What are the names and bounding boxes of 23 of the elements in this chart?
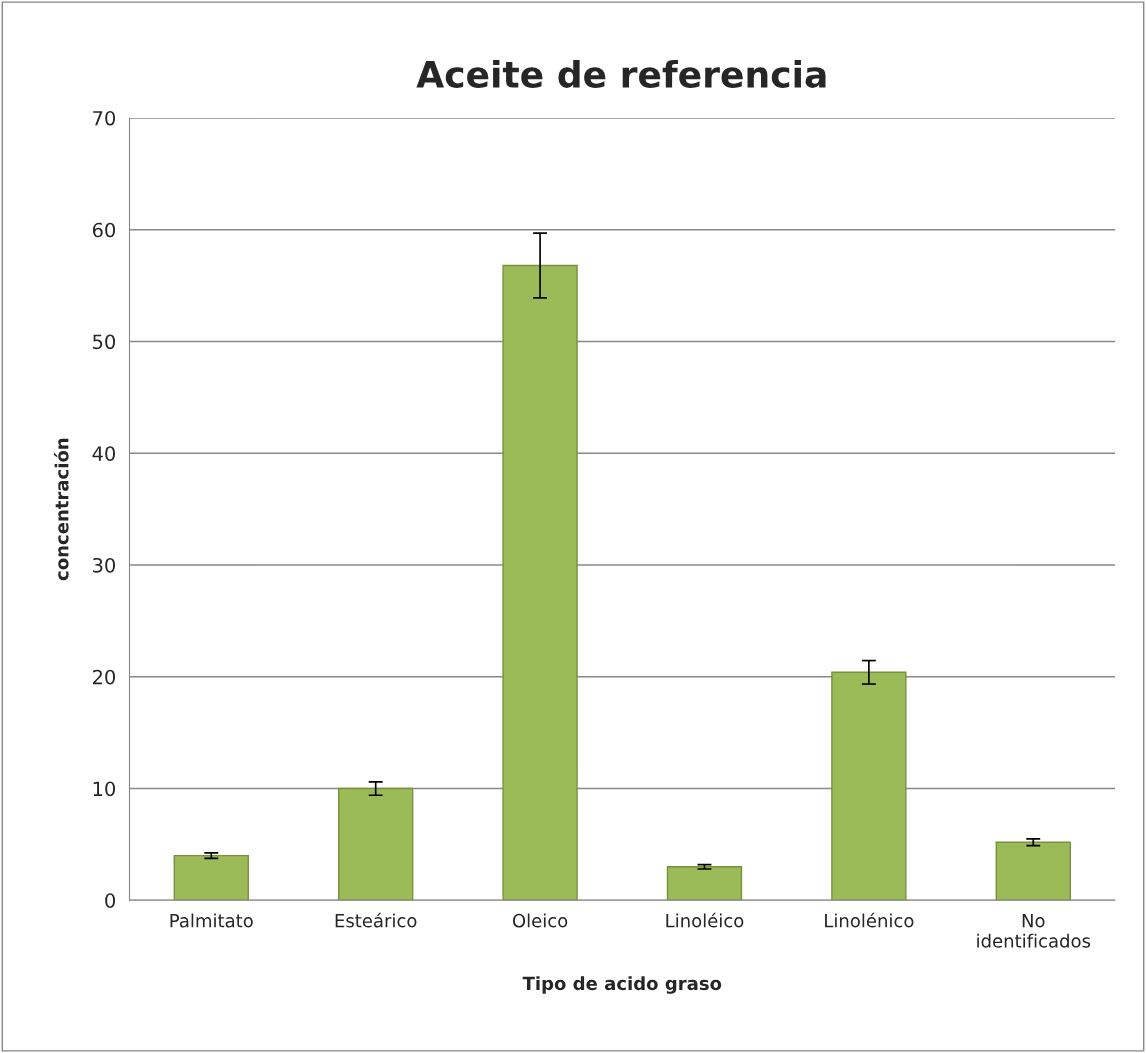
y-tick-label: 0 [105,893,116,908]
bar [831,671,907,901]
bar [502,264,578,901]
y-tick-label: 70 [93,110,116,126]
y-tick-label: 30 [93,557,116,573]
bar [995,841,1071,901]
x-tick-label: Oleico [512,913,568,928]
y-tick-label: 60 [92,222,116,238]
x-axis-title: Tipo de acido graso [522,976,722,994]
x-tick-label: No identificados [977,914,1091,948]
x-tick-label: Linolénico [825,912,914,928]
bar [173,854,249,901]
y-tick-label: 10 [93,781,116,797]
x-tick-label: Palmitato [170,913,253,928]
y-tick-label: 40 [92,446,116,461]
y-tick-label: 50 [93,334,116,350]
bar [337,787,414,901]
y-axis-title: concentración [53,438,69,581]
bar [666,866,743,901]
chart-title: Aceite de referencia [416,59,826,88]
x-tick-label: Esteárico [335,912,417,928]
x-tick-label: Linoléico [666,912,744,928]
y-tick-label: 20 [92,669,116,685]
